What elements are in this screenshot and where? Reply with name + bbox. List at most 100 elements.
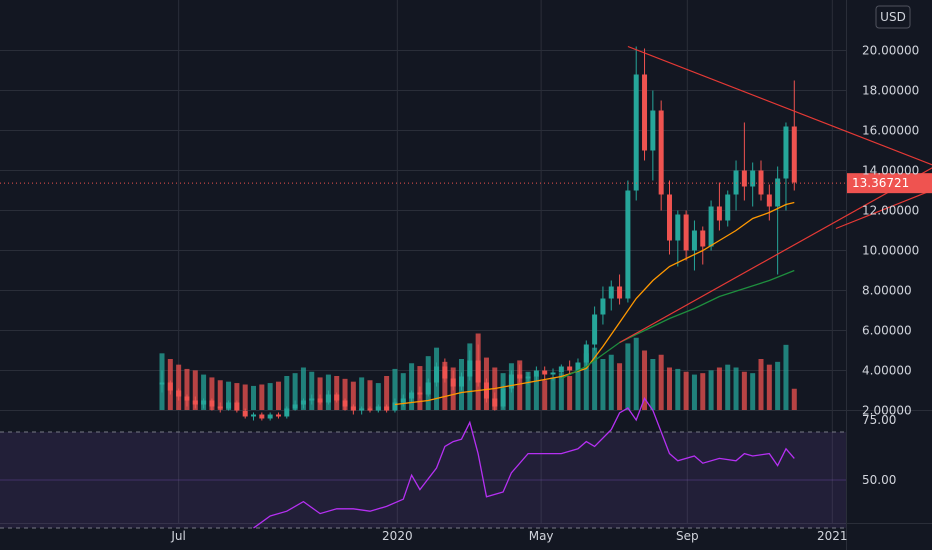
volume-bar bbox=[691, 374, 697, 410]
candle-body bbox=[558, 366, 564, 373]
candle-body bbox=[342, 400, 348, 407]
candle-body bbox=[384, 406, 390, 411]
rsi-band-fill bbox=[0, 432, 846, 528]
trend-line-resistance bbox=[627, 45, 932, 166]
candle-body bbox=[625, 190, 631, 299]
candle-body bbox=[691, 230, 697, 251]
candle-body bbox=[367, 408, 373, 411]
candle-body bbox=[359, 408, 365, 411]
candle-body bbox=[176, 390, 182, 397]
volume-bar bbox=[758, 359, 764, 410]
candle-body bbox=[658, 110, 664, 195]
candle-body bbox=[600, 298, 606, 315]
volume-bar bbox=[533, 376, 539, 410]
volume-bar bbox=[176, 364, 182, 410]
trend-line-extension bbox=[835, 189, 932, 230]
candle-body bbox=[525, 376, 531, 379]
volume-bar bbox=[558, 373, 564, 410]
slow-moving-average bbox=[561, 269, 795, 380]
candle-body bbox=[675, 214, 681, 241]
volume-bar bbox=[309, 371, 315, 410]
candle-body bbox=[234, 402, 240, 411]
volume-bar bbox=[275, 381, 281, 410]
volume-bar bbox=[592, 347, 598, 410]
candle-body bbox=[642, 74, 648, 151]
rsi-tick-label: 75.00 bbox=[862, 413, 896, 427]
candle-body bbox=[334, 394, 340, 401]
volume-bar bbox=[583, 353, 589, 410]
candle-body bbox=[392, 402, 398, 411]
candle-body bbox=[226, 402, 232, 409]
candle-body bbox=[284, 408, 290, 417]
volume-bar bbox=[517, 360, 523, 410]
volume-bar bbox=[783, 344, 789, 410]
candle-body bbox=[567, 366, 573, 371]
candle-body bbox=[725, 194, 731, 221]
candle-body bbox=[167, 382, 173, 391]
rsi-series bbox=[253, 397, 795, 529]
volume-bar bbox=[317, 377, 323, 410]
volume-bar bbox=[259, 384, 265, 410]
candle-body bbox=[251, 414, 257, 417]
volume-bar bbox=[384, 376, 390, 410]
candle-body bbox=[459, 376, 465, 387]
candle-body bbox=[184, 396, 190, 401]
candle-body bbox=[575, 362, 581, 371]
volume-bar bbox=[367, 380, 373, 410]
price-tick-label: 8.00000 bbox=[862, 284, 912, 298]
candle-body bbox=[783, 126, 789, 179]
rsi-band bbox=[0, 431, 846, 529]
volume-bar bbox=[642, 350, 648, 410]
candle-body bbox=[209, 400, 215, 407]
volume-bar bbox=[650, 359, 656, 410]
candle-body bbox=[201, 400, 207, 405]
volume-bar bbox=[708, 370, 714, 410]
volume-bar bbox=[700, 373, 706, 410]
volume-bar bbox=[791, 388, 797, 410]
volume-bar bbox=[400, 373, 406, 410]
candle-body bbox=[517, 374, 523, 379]
volume-bar bbox=[300, 367, 306, 410]
candle-body bbox=[267, 414, 273, 419]
volume-bar bbox=[716, 367, 722, 410]
volume-bar bbox=[600, 359, 606, 410]
candle-body bbox=[483, 382, 489, 399]
price-tick-label: 4.00000 bbox=[862, 364, 912, 378]
candle-body bbox=[442, 366, 448, 379]
rsi-tick-label: 50.00 bbox=[862, 473, 896, 487]
moving-averages bbox=[394, 201, 795, 406]
volume-bar bbox=[550, 377, 556, 410]
candle-body bbox=[242, 410, 248, 417]
candle-body bbox=[750, 170, 756, 187]
candlesticks bbox=[159, 46, 797, 421]
volume-bar bbox=[392, 368, 398, 410]
candle-body bbox=[217, 406, 223, 409]
candle-body bbox=[425, 382, 431, 395]
candle-body bbox=[400, 398, 406, 403]
candle-body bbox=[292, 404, 298, 409]
volume-bar bbox=[242, 384, 248, 410]
candle-body bbox=[450, 378, 456, 387]
axes[interactable]: 20.00000 18.00000 16.00000 14.00000 12.00000… bbox=[170, 44, 932, 544]
currency-selector[interactable]: USD bbox=[875, 5, 911, 29]
last-price-line: 13.36721 bbox=[0, 173, 932, 194]
volume-bar bbox=[251, 385, 257, 410]
candle-body bbox=[409, 392, 415, 399]
candle-body bbox=[592, 314, 598, 345]
candle-body bbox=[608, 286, 614, 299]
candle-body bbox=[417, 392, 423, 395]
candle-body bbox=[259, 414, 265, 419]
candle-body bbox=[666, 194, 672, 241]
candle-body bbox=[733, 170, 739, 195]
price-tick-label: 20.00000 bbox=[862, 44, 919, 58]
volume-bar bbox=[267, 383, 273, 410]
volume-bar bbox=[725, 364, 731, 410]
candle-body bbox=[550, 372, 556, 375]
time-tick-label: Sep bbox=[676, 529, 699, 543]
time-tick-label: 2020 bbox=[382, 529, 413, 543]
last-price-label: 13.36721 bbox=[852, 176, 909, 190]
volume-bar bbox=[234, 383, 240, 410]
volume-bar bbox=[608, 354, 614, 410]
